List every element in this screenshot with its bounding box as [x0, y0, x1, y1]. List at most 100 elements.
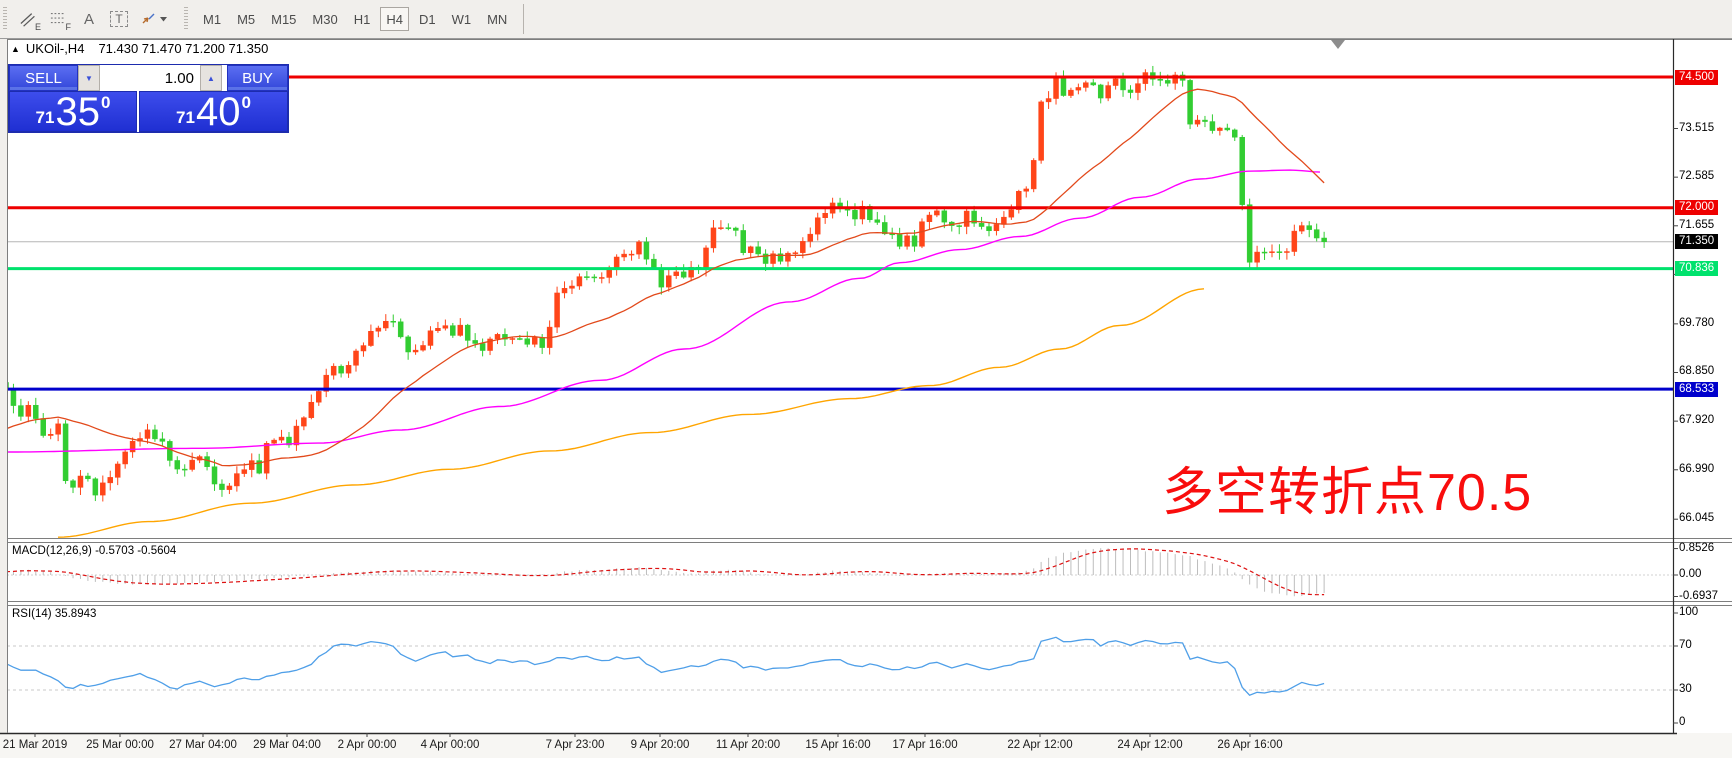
candle-up [435, 327, 441, 332]
tf-button-M30[interactable]: M30 [306, 7, 343, 31]
chart-background[interactable] [7, 39, 1732, 733]
tf-button-MN[interactable]: MN [481, 7, 513, 31]
candle-up [47, 434, 54, 436]
time-label: 25 Mar 00:00 [86, 739, 154, 751]
arrows-dropdown-icon[interactable] [134, 5, 174, 33]
tf-button-H1[interactable]: H1 [348, 7, 377, 31]
ma-mid-line [7, 169, 1321, 453]
tf-button-M15[interactable]: M15 [265, 7, 302, 31]
chinese-annotation: 多空转折点70.5 [1162, 464, 1533, 522]
candle-down [472, 340, 478, 344]
price-tick-label: 73.515 [1679, 121, 1715, 134]
rsi-scale-label: 100 [1679, 606, 1699, 618]
candle-up [636, 241, 642, 255]
candle-down [1127, 89, 1134, 93]
ask-price-display[interactable]: 71 40 0 [139, 91, 288, 132]
candle-up [576, 276, 583, 287]
time-label: 11 Apr 20:00 [715, 739, 781, 751]
buy-button[interactable]: BUY [227, 65, 288, 91]
candle-down [1060, 77, 1067, 96]
candle-up [1284, 251, 1290, 253]
candle-up [1023, 188, 1029, 192]
candle-up [189, 459, 195, 470]
candle-up [375, 327, 382, 332]
candle-down [256, 460, 262, 474]
candle-up [487, 338, 493, 351]
bid-price-display[interactable]: 71 35 0 [9, 91, 137, 132]
price-tick-label: 69.780 [1679, 316, 1715, 329]
toolbar-drag-handle[interactable] [3, 7, 7, 31]
candle-up [420, 345, 426, 351]
candle-down [85, 475, 91, 480]
candle-down [1321, 237, 1327, 242]
ma-slow-line [57, 288, 1205, 538]
text-icon[interactable]: A [74, 5, 104, 33]
volume-input[interactable] [100, 65, 200, 91]
time-label: 29 Mar 04:00 [253, 739, 321, 751]
volume-decrease-button[interactable]: ▼ [78, 65, 100, 91]
collapse-arrow-icon[interactable]: ▲ [11, 44, 20, 54]
toolbar-drag-handle[interactable] [184, 7, 188, 31]
candle-up [1135, 83, 1141, 93]
tf-button-M5[interactable]: M5 [231, 7, 261, 31]
tf-button-D1[interactable]: D1 [413, 7, 442, 31]
fibonacci-icon[interactable]: F [44, 5, 74, 33]
candle-up [1016, 191, 1022, 210]
candle-down [584, 276, 590, 278]
candle-up [1291, 230, 1298, 252]
candle-up [107, 477, 114, 484]
text-label-icon[interactable]: T [104, 5, 134, 33]
candle-down [219, 483, 225, 490]
tf-button-M1[interactable]: M1 [197, 7, 227, 31]
candle-down [1187, 80, 1193, 125]
candle-up [308, 401, 315, 418]
candle-up [621, 253, 627, 258]
candle-up [1083, 82, 1089, 88]
candle-up [144, 429, 151, 439]
volume-increase-button[interactable]: ▲ [200, 65, 222, 91]
candle-down [762, 253, 769, 264]
price-tick-label: 68.850 [1679, 365, 1715, 378]
candle-down [1232, 129, 1238, 138]
price-tick-label: 71.655 [1679, 218, 1715, 231]
tf-button-W1[interactable]: W1 [446, 7, 478, 31]
tf-button-H4[interactable]: H4 [380, 7, 409, 31]
candle-down [390, 320, 396, 323]
price-level-badge: 72.000 [1675, 200, 1719, 216]
candle-down [502, 334, 508, 340]
candle-down [956, 225, 962, 227]
candle-up [1045, 98, 1052, 103]
candle-up [383, 320, 389, 329]
candle-up [800, 241, 806, 253]
candle-up [293, 425, 300, 446]
time-axis-strip [0, 733, 1732, 758]
candle-up [561, 288, 568, 294]
candle-up [241, 469, 248, 474]
time-label: 22 Apr 12:00 [1007, 739, 1073, 751]
candle-up [1068, 89, 1074, 96]
time-label: 21 Mar 2019 [2, 739, 68, 751]
candle-up [1217, 127, 1223, 131]
rsi-panel [7, 636, 1673, 696]
candle-up [993, 224, 1000, 232]
candle-up [323, 374, 329, 392]
candle-up [718, 227, 724, 229]
candle-up [747, 246, 754, 253]
candle-down [397, 321, 404, 338]
equidistant-channel-icon[interactable]: E [14, 5, 44, 33]
candle-up [1299, 225, 1305, 232]
candle-up [628, 253, 635, 256]
candle-up [1112, 78, 1119, 86]
candle-up [494, 334, 501, 340]
candle-up [963, 210, 970, 227]
candle-down [1120, 78, 1126, 91]
candle-up [330, 365, 337, 376]
time-label: 4 Apr 00:00 [420, 739, 480, 751]
candle-up [301, 417, 307, 427]
candle-down [18, 405, 24, 417]
price-level-badge: 68.533 [1675, 381, 1719, 397]
candle-down [1313, 229, 1320, 239]
sell-button[interactable]: SELL [9, 65, 78, 91]
candle-up [822, 212, 828, 218]
